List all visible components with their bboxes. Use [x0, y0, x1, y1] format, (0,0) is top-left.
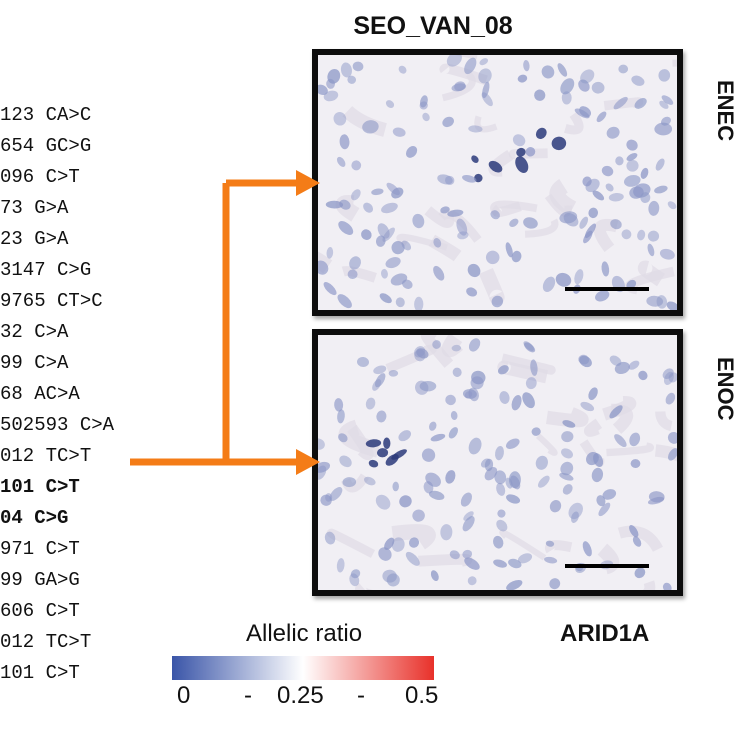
legend-title: Allelic ratio — [246, 620, 363, 647]
scale-bar — [565, 287, 649, 291]
legend-tick-0.5: 0.5 — [405, 682, 439, 709]
legend-tick-0.25: 0.25 — [277, 682, 324, 709]
mutation-item: 101 C>T — [0, 662, 80, 684]
arrowhead-bottom — [296, 449, 320, 475]
mutation-item: 654 GC>G — [0, 135, 92, 157]
scale-bar — [565, 564, 649, 568]
legend-tick-dash-1: - — [244, 682, 252, 709]
mutation-item: 99 C>A — [0, 352, 69, 374]
gene-label: ARID1A — [560, 620, 650, 647]
mutation-item: 971 C>T — [0, 538, 80, 560]
legend-tick-dash-2: - — [357, 682, 365, 709]
mutation-item: 012 TC>T — [0, 445, 92, 467]
enoc-histology-image — [318, 335, 677, 590]
mutation-item: 04 C>G — [0, 507, 69, 529]
mutation-item: 3147 C>G — [0, 259, 92, 281]
mutation-item: 23 G>A — [0, 228, 69, 250]
arrowhead-top — [296, 170, 320, 196]
enec-histology-panel — [312, 49, 683, 316]
enec-label: ENEC — [713, 80, 738, 142]
mutation-item: 99 GA>G — [0, 569, 80, 591]
mutation-item: 101 C>T — [0, 476, 80, 498]
legend-tick-0: 0 — [177, 682, 191, 709]
mutation-item: 096 C>T — [0, 166, 80, 188]
mutation-item: 012 TC>T — [0, 631, 92, 653]
sample-title: SEO_VAN_08 — [353, 12, 513, 40]
enoc-histology-panel — [312, 329, 683, 596]
mutation-item: 73 G>A — [0, 197, 69, 219]
enec-histology-image — [318, 55, 677, 310]
mutation-list: 123 CA>C 654 GC>G 096 C>T 73 G>A 23 G>A 3147 … — [0, 100, 114, 689]
mutation-item: 68 AC>A — [0, 383, 80, 405]
mutation-item: 123 CA>C — [0, 104, 92, 126]
mutation-item: 9765 CT>C — [0, 290, 103, 312]
enoc-label: ENOC — [713, 357, 738, 421]
mutation-item: 502593 C>A — [0, 414, 115, 436]
mutation-item: 606 C>T — [0, 600, 80, 622]
mutation-item: 32 C>A — [0, 321, 69, 343]
allelic-ratio-colorbar — [172, 656, 434, 680]
